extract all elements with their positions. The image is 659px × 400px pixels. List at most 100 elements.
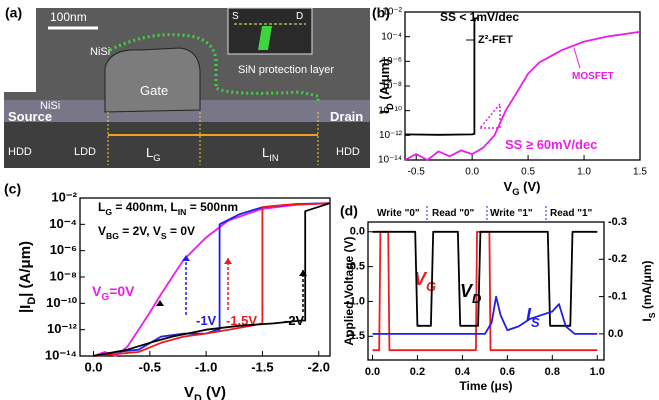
y-tick-label: -1.5	[346, 330, 365, 342]
annotation: SS ≥ 60mV/dec	[505, 137, 597, 152]
y2-tick-label: 0.0	[608, 328, 623, 340]
inset-gate	[258, 26, 272, 50]
x-tick-label: 0.8	[545, 366, 560, 378]
text-part: NiSi	[40, 100, 60, 112]
image-label: LDD	[74, 146, 96, 158]
image-label: Drain	[330, 109, 363, 124]
text-part: (A/μm)	[377, 58, 392, 103]
subscript: S	[647, 312, 657, 318]
text-part: = 2V, V	[119, 224, 161, 238]
subscript: G	[101, 292, 109, 303]
text-part: I	[377, 110, 392, 114]
arrow-head	[156, 300, 164, 306]
text-part: =0V	[109, 283, 135, 299]
text-part: = 500nm	[186, 200, 238, 214]
series-line	[404, 17, 478, 136]
x-tick-label: 0.4	[455, 366, 471, 378]
x-tick-label: 0.0	[465, 167, 479, 178]
annotation: Read "0"	[432, 208, 475, 219]
x-axis-title: VD (V)	[184, 384, 226, 400]
gate	[104, 47, 201, 113]
text-part: S	[232, 11, 239, 22]
annotation: Z²-FET	[478, 34, 513, 46]
y-tick-label: 10⁻⁶	[381, 56, 402, 67]
panel-label: (b)	[372, 5, 390, 21]
subscript: D	[26, 297, 38, 305]
series-label: IS	[526, 305, 540, 330]
x-tick-label: 1.5	[633, 167, 647, 178]
image-label: NiSi	[90, 46, 110, 58]
text-part: MOSFET	[572, 71, 614, 82]
plot-frame	[79, 197, 331, 357]
subscript: D	[385, 103, 395, 110]
text-part: V	[184, 384, 194, 400]
subscript: S	[531, 315, 540, 330]
x-tick-label: -1.5	[251, 359, 273, 374]
series-line	[404, 30, 641, 161]
sin-outline	[109, 33, 320, 104]
subscript: G	[105, 207, 112, 217]
x-tick-label: 0.2	[410, 366, 425, 378]
subscript: S	[161, 231, 167, 241]
text-part: Time (μs)	[459, 379, 512, 393]
text-part: Read "1"	[550, 208, 593, 219]
series-line	[372, 230, 598, 352]
subscript: IN	[269, 153, 278, 163]
panel-label: (c)	[4, 181, 21, 197]
sem-image	[4, 7, 370, 168]
series-line	[372, 230, 598, 327]
y-tick-label: 10⁻⁴	[49, 216, 77, 231]
annotation: Write "1"	[490, 208, 533, 219]
subscript: IN	[178, 207, 187, 217]
y-tick-label: 10⁻²	[51, 189, 77, 204]
arrow-head	[299, 270, 307, 276]
text-part: V	[460, 281, 474, 301]
arrow-head	[224, 258, 232, 264]
text-part: HDD	[336, 146, 360, 158]
text-part: Source	[8, 109, 52, 124]
y-tick-label: 10⁻¹²	[379, 130, 403, 141]
silicon-layer	[4, 100, 370, 122]
x-tick-label: 0.5	[521, 167, 535, 178]
text-part: NiSi	[90, 46, 110, 58]
text-part: I	[526, 305, 532, 325]
y-tick-label: 10⁻¹⁴	[45, 347, 77, 362]
subscript: G	[153, 153, 160, 163]
image-label: Source	[8, 109, 52, 124]
text-part: Gate	[140, 83, 168, 98]
text-part: SiN protection layer	[238, 64, 334, 76]
text-part: | (A/μm)	[17, 241, 34, 297]
text-part: V	[504, 179, 513, 194]
annotation: Write "0"	[377, 208, 420, 219]
image-label: LG	[146, 145, 161, 163]
series-label: VG=0V	[92, 283, 135, 303]
arrow-head	[182, 255, 190, 261]
series-label: VD	[460, 281, 481, 306]
text-part: = 0V	[167, 224, 195, 238]
y-tick-label: 10⁻¹⁰	[378, 105, 402, 116]
text-part: SS ≥ 60mV/dec	[505, 137, 597, 152]
text-part: Drain	[330, 109, 363, 124]
x-tick-label: 1.0	[590, 366, 605, 378]
image-label: NiSi	[40, 100, 60, 112]
ss-triangle	[478, 101, 501, 129]
image-label: S	[232, 11, 239, 22]
x-tick-label: 0.6	[500, 366, 515, 378]
y2-axis-title: IS (mA/μm)	[640, 260, 657, 321]
x-tick-label: 0.0	[84, 359, 102, 374]
text-part: L	[146, 145, 153, 160]
y-axis-title: ID (A/μm)	[377, 58, 395, 113]
text-part: (V)	[202, 384, 226, 400]
text-part: (V)	[520, 179, 541, 194]
text-part: HDD	[8, 146, 32, 158]
text-part: Read "0"	[432, 208, 475, 219]
x-axis-title: Time (μs)	[459, 379, 512, 393]
y-axis-title: |ID| (A/μm)	[17, 241, 38, 313]
y-tick-label: 0.0	[350, 226, 365, 238]
panel-label: (a)	[5, 5, 22, 21]
subscript: G	[512, 187, 519, 197]
panel-label: (d)	[340, 203, 358, 219]
annotation: VBG = 2V, VS = 0V	[98, 224, 195, 241]
y-tick-label: -1.0	[346, 295, 365, 307]
